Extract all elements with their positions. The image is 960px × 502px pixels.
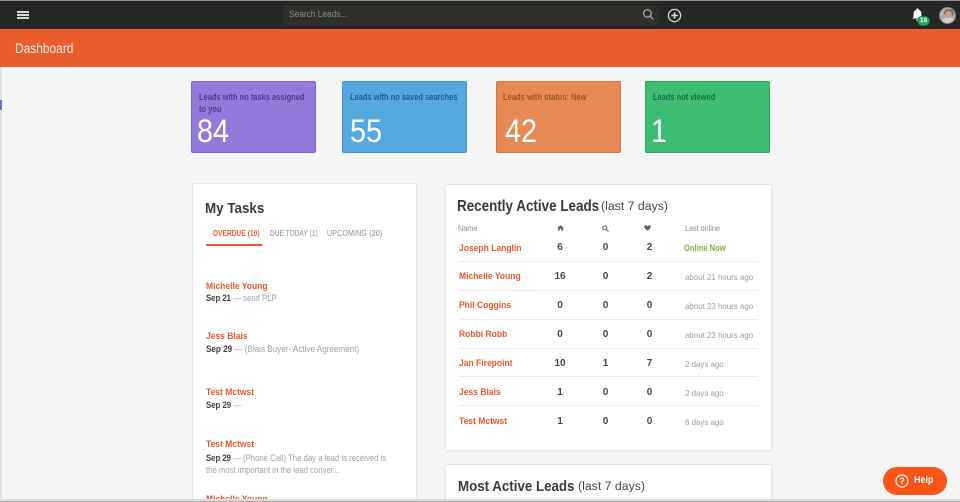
svg-text:?: ? xyxy=(899,476,905,486)
